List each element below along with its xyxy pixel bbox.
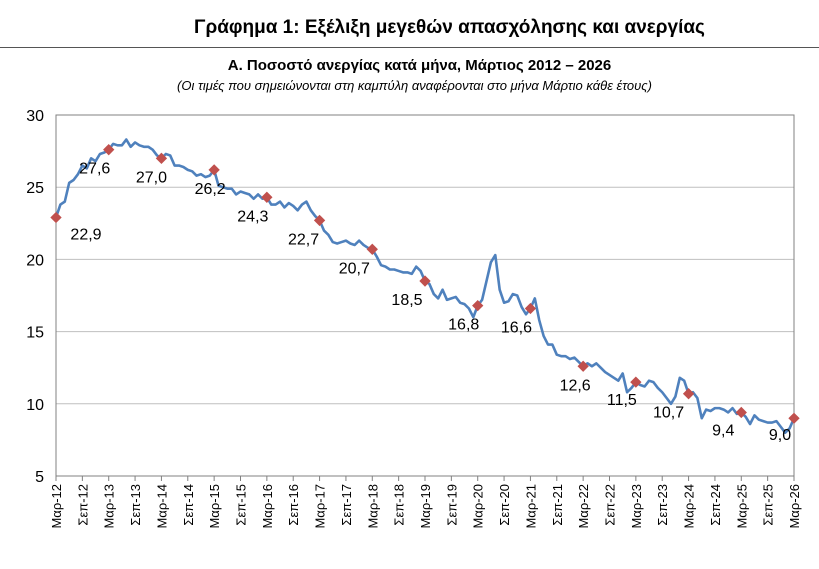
chart-note: (Οι τιμές που σημειώνονται στη καμπύλη α… xyxy=(177,78,652,93)
x-tick-label: Μαρ-23 xyxy=(629,484,644,529)
x-tick-label: Σεπ-14 xyxy=(181,484,196,526)
data-label: 16,8 xyxy=(448,317,479,334)
march-point-marker xyxy=(261,191,273,203)
x-tick-label: Σεπ-15 xyxy=(234,484,249,526)
x-tick-label: Μαρ-16 xyxy=(260,484,275,529)
data-label: 9,4 xyxy=(712,422,734,439)
march-point-marker xyxy=(155,152,168,164)
chart-main-title: Γράφημα 1: Εξέλιξη μεγεθών απασχόλησης κ… xyxy=(194,17,705,38)
chart-subtitle: Α. Ποσοστό ανεργίας κατά μήνα, Μάρτιος 2… xyxy=(227,57,612,74)
x-tick-label: Σεπ-17 xyxy=(339,484,354,526)
x-tick-label: Μαρ-14 xyxy=(154,484,169,529)
y-tick-label: 20 xyxy=(26,252,44,269)
x-tick-label: Σεπ-22 xyxy=(603,484,618,526)
march-point-marker xyxy=(419,275,431,287)
x-tick-label: Μαρ-21 xyxy=(523,484,538,529)
y-tick-label: 15 xyxy=(26,325,44,342)
march-point-marker xyxy=(472,299,484,312)
x-tick-label: Μαρ-26 xyxy=(787,484,802,529)
y-tick-label: 25 xyxy=(26,180,44,197)
x-tick-label: Μαρ-22 xyxy=(576,484,591,529)
march-point-marker xyxy=(313,214,326,227)
x-tick-label: Μαρ-12 xyxy=(49,484,64,529)
data-label: 12,6 xyxy=(560,377,591,394)
x-tick-label: Σεπ-23 xyxy=(655,484,670,526)
data-label: 22,9 xyxy=(70,227,101,244)
data-label: 18,5 xyxy=(391,292,422,309)
data-label: 24,3 xyxy=(237,208,268,225)
data-labels: 22,9 27,6 27,0 26,2 24,3 22,7 20,7 18,5 16,8 16,6… xyxy=(70,161,791,445)
march-point-marker xyxy=(50,211,62,224)
x-tick-label: Σεπ-20 xyxy=(497,484,512,526)
y-tick-label: 30 xyxy=(26,108,44,125)
x-tick-label: Μαρ-15 xyxy=(207,484,222,529)
x-tick-label: Μαρ-20 xyxy=(471,484,486,529)
x-tick-label: Μαρ-24 xyxy=(682,484,697,529)
march-point-marker xyxy=(577,360,589,372)
x-tick-label: Σεπ-25 xyxy=(761,484,776,526)
march-point-marker xyxy=(735,406,747,419)
x-tick-label: Μαρ-17 xyxy=(313,484,328,529)
data-label: 27,6 xyxy=(79,161,110,178)
data-label: 27,0 xyxy=(136,169,167,186)
x-tick-label: Σεπ-16 xyxy=(286,484,301,526)
x-tick-label: Σεπ-21 xyxy=(550,484,565,526)
march-point-marker xyxy=(208,164,220,176)
x-tick-label: Σεπ-24 xyxy=(708,484,723,526)
data-label: 16,6 xyxy=(501,319,532,336)
data-label: 9,0 xyxy=(769,427,791,444)
data-label: 10,7 xyxy=(653,405,684,422)
x-tick-label: Σεπ-13 xyxy=(128,484,143,526)
x-tick-label: Μαρ-25 xyxy=(734,484,749,529)
march-point-marker xyxy=(682,388,695,400)
y-tick-label: 10 xyxy=(26,397,44,414)
march-point-marker xyxy=(788,412,800,424)
data-label: 26,2 xyxy=(195,181,226,198)
title-divider xyxy=(0,47,819,48)
march-point-marker xyxy=(366,243,378,255)
x-tick-label: Σεπ-18 xyxy=(392,484,407,526)
data-label: 22,7 xyxy=(288,231,319,248)
x-tick-label: Μαρ-13 xyxy=(102,484,117,529)
x-tick-label: Μαρ-19 xyxy=(418,484,433,529)
x-tick-label: Σεπ-19 xyxy=(444,484,459,526)
axes: 5 10 15 20 25 30 Μαρ-12 Σεπ-12 Μαρ-13 Σεπ-13 Μαρ-1… xyxy=(26,108,802,529)
y-tick-label: 5 xyxy=(35,469,44,486)
data-label: 11,5 xyxy=(607,392,637,409)
march-point-marker xyxy=(630,376,642,388)
x-tick-label: Σεπ-12 xyxy=(75,484,90,526)
data-label: 20,7 xyxy=(339,260,370,277)
x-tick-label: Μαρ-18 xyxy=(365,484,380,529)
march-point-marker xyxy=(524,302,537,315)
